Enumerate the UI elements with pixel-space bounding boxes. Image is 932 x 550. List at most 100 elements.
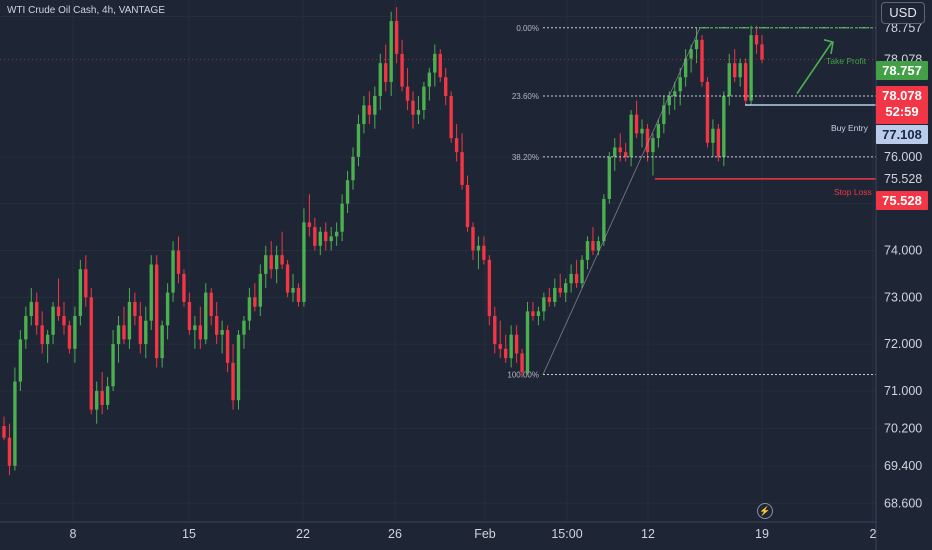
candle-body [482, 245, 486, 260]
candle-body [258, 273, 262, 307]
candle-body [754, 35, 759, 45]
candle-body [204, 292, 208, 340]
candle-body [433, 53, 437, 73]
candle-body [514, 334, 519, 354]
candle-body [498, 344, 502, 349]
candle-body [613, 147, 617, 157]
candle-body [313, 227, 317, 246]
candle-body [214, 316, 219, 335]
candle-body [536, 311, 541, 317]
x-axis-ticks[interactable]: 8 15 22 26 Feb 15:00 12 19 2 [70, 527, 877, 541]
candle-body [733, 63, 737, 78]
candle-body [743, 63, 748, 101]
y-tick-label: 71.000 [884, 384, 922, 398]
x-tick-label: 12 [641, 527, 655, 541]
stop-loss-price-tag: 75.528 [876, 191, 928, 210]
candle-body [40, 325, 44, 345]
y-tick-label: 68.600 [884, 496, 922, 510]
candle-body [667, 95, 671, 106]
candle-body [623, 152, 628, 157]
candle-body [531, 311, 535, 317]
candle-body [683, 58, 688, 78]
y-tick-label: 69.400 [884, 459, 922, 473]
candle-body [400, 53, 404, 87]
x-tick-label: 22 [296, 527, 310, 541]
countdown-timer: 52:59 [885, 104, 919, 119]
candle-body [438, 53, 442, 78]
x-tick-label: 15:00 [551, 527, 582, 541]
candle-body [689, 49, 693, 59]
candle-body [711, 128, 715, 143]
take-profit-price-tag: 78.757 [876, 61, 928, 80]
candle-body [465, 184, 470, 228]
candle-body [749, 35, 753, 101]
candle-body [198, 325, 203, 340]
candle-body [329, 236, 333, 242]
candle-body [35, 301, 39, 326]
candle-body [558, 287, 562, 293]
candle-body [449, 95, 453, 139]
candle-body [460, 152, 464, 185]
chart-title: WTI Crude Oil Cash, 4h, VANTAGE [7, 5, 166, 16]
candle-body [569, 273, 573, 284]
candle-body [378, 63, 382, 96]
candle-body [705, 81, 710, 143]
candle-body [356, 124, 361, 157]
candle-body [225, 330, 230, 363]
candle-body [651, 138, 655, 153]
candle-body [493, 316, 497, 345]
candle-body [574, 273, 579, 284]
candle-body [351, 156, 355, 181]
candle-body [280, 255, 284, 265]
y-axis-ticks[interactable]: 79.00078.75778.07877.10876.00075.52875.0… [884, 9, 922, 510]
candle-body [269, 255, 273, 270]
candle-body [176, 250, 181, 274]
currency-button[interactable]: USD [881, 2, 925, 24]
x-tick-label: 8 [70, 527, 77, 541]
candle-body [165, 292, 170, 326]
candle-body [563, 283, 568, 293]
fib-level-label: 0.00% [516, 24, 539, 33]
candle-body [193, 325, 197, 331]
candle-body [231, 362, 235, 401]
buy-entry-label: Buy Entry [831, 123, 868, 133]
candle-body [324, 231, 328, 242]
candle-body [95, 390, 99, 410]
candle-body [296, 287, 301, 302]
current-price-value: 78.078 [882, 88, 922, 103]
y-tick-label: 72.000 [884, 337, 922, 351]
candle-body [51, 306, 55, 335]
candle-body [444, 77, 448, 96]
candle-body [722, 95, 726, 157]
take-profit-label: Take Profit [826, 56, 867, 66]
fib-level-label: 100.00% [507, 371, 539, 380]
candle-body [662, 105, 666, 125]
candle-body [84, 269, 88, 298]
y-tick-label: 74.000 [884, 243, 922, 257]
candle-body [487, 259, 492, 317]
candle-body [105, 386, 110, 405]
y-tick-label: 78.757 [884, 21, 922, 35]
candle-body [727, 63, 731, 96]
candle-body [716, 128, 721, 157]
candle-body [427, 72, 432, 87]
candle-body [307, 222, 312, 228]
candle-body [367, 105, 372, 115]
lightning-icon[interactable]: ⚡ [757, 503, 773, 519]
candle-body [89, 297, 93, 410]
candle-body [471, 227, 475, 251]
candle-body [645, 128, 650, 153]
y-tick-label: 76.000 [884, 150, 922, 164]
candle-body [738, 63, 742, 78]
candle-body [422, 86, 426, 111]
candle-body [56, 306, 61, 317]
stop-loss-label: Stop Loss [834, 187, 872, 197]
candle-body [155, 264, 159, 359]
candle-body [67, 325, 72, 349]
candle-body [13, 381, 17, 466]
candle-body [629, 114, 633, 157]
candle-body [607, 156, 611, 199]
upward-arrow [796, 41, 833, 95]
candle-body [520, 353, 524, 373]
